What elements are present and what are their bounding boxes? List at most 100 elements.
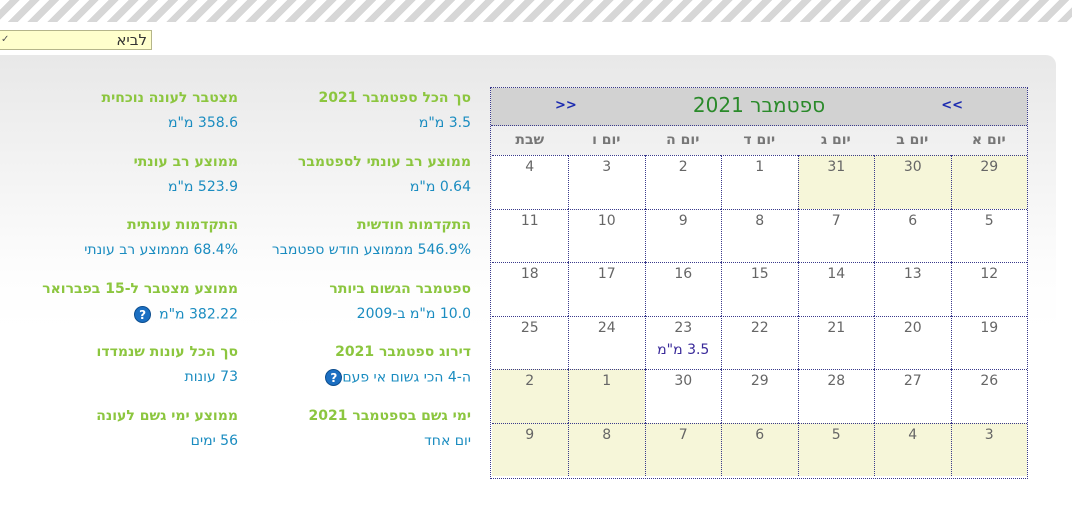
calendar-day-cell[interactable]: 17 bbox=[568, 262, 645, 316]
calendar-day-cell[interactable]: 26 bbox=[950, 369, 1027, 423]
day-number: 15 bbox=[750, 266, 769, 282]
calendar-day-cell[interactable]: 7 bbox=[644, 422, 721, 476]
day-number: 17 bbox=[597, 266, 616, 282]
stat-label: התקדמות עונתית bbox=[127, 217, 238, 233]
calendar-day-cell[interactable]: 15 bbox=[721, 262, 798, 316]
stat-label: ממוצע מצטבר ל-15 בפברואר bbox=[42, 280, 238, 297]
calendar-day-cell[interactable]: 30 bbox=[874, 155, 951, 209]
calendar-day-cell[interactable]: 29 bbox=[950, 155, 1027, 209]
day-number: 4 bbox=[525, 159, 535, 175]
stat-value: 546.9% מממוצע חודש ספטמבר bbox=[271, 242, 471, 258]
stat-value: 73 עונות bbox=[184, 369, 238, 385]
calendar-day-cell[interactable]: 11 bbox=[491, 208, 568, 262]
weekday-header-row: יום א יום ב יום ג יום ד יום ה יום ו שבת bbox=[491, 126, 1027, 155]
stat-block: דירוג ספטמבר 2021 ה-4 הכי גשום אי פעם? bbox=[317, 344, 471, 386]
stat-value-row: 10.0 מ"מ ב-2009 bbox=[329, 306, 471, 322]
calendar-day-cell[interactable]: 8 bbox=[721, 208, 798, 262]
stat-value-row: 0.64 מ"מ bbox=[298, 179, 471, 195]
calendar-day-cell[interactable]: 25 bbox=[491, 315, 568, 369]
calendar-day-cell[interactable]: 6 bbox=[721, 422, 798, 476]
rain-calendar: >> ספטמבר 2021 << יום א יום ב יום ג יום ד יו… bbox=[490, 87, 1028, 479]
calendar-day-cell[interactable]: 1 bbox=[568, 369, 645, 423]
calendar-day-cell[interactable]: 4 bbox=[874, 422, 951, 476]
day-number: 3 bbox=[602, 159, 612, 175]
question-circle-icon[interactable]: ? bbox=[134, 305, 152, 323]
day-number: 8 bbox=[602, 426, 612, 443]
day-number: 5 bbox=[831, 426, 841, 443]
day-number: 6 bbox=[755, 426, 765, 443]
stat-block: ימי גשם בספטמבר 2021 יום אחד bbox=[309, 408, 471, 449]
calendar-week-row: 12 13 14 15 16 17 18 bbox=[491, 262, 1027, 316]
calendar-week-row: 5 6 7 8 9 10 11 bbox=[491, 208, 1027, 262]
calendar-day-cell[interactable]: 9 bbox=[491, 422, 568, 476]
day-number: 3 bbox=[984, 426, 994, 443]
day-number: 18 bbox=[520, 266, 539, 282]
calendar-day-cell[interactable]: 1 bbox=[721, 155, 798, 209]
stat-label: התקדמות חודשית bbox=[356, 217, 471, 233]
calendar-day-cell[interactable]: 2 bbox=[491, 369, 568, 423]
day-number: 13 bbox=[903, 266, 922, 282]
stat-block: סך הכל ספטמבר 2021 3.5 מ"מ bbox=[318, 90, 471, 131]
day-number: 10 bbox=[597, 212, 616, 229]
stat-label: ימי גשם בספטמבר 2021 bbox=[308, 407, 471, 424]
calendar-day-cell[interactable]: 2 bbox=[644, 155, 721, 209]
day-number: 26 bbox=[980, 373, 999, 389]
day-number: 14 bbox=[827, 266, 846, 282]
stat-block: התקדמות חודשית 546.9% מממוצע חודש ספטמבר bbox=[272, 217, 471, 258]
next-month-button[interactable]: >> bbox=[941, 98, 963, 113]
calendar-day-cell[interactable]: 23 3.5 מ"מ bbox=[644, 315, 721, 369]
calendar-day-cell[interactable]: 30 bbox=[644, 369, 721, 423]
stat-value-row: 358.6 מ"מ bbox=[102, 115, 238, 131]
calendar-day-cell[interactable]: 14 bbox=[797, 262, 874, 316]
day-number: 21 bbox=[827, 319, 846, 336]
weekday-label: יום ב bbox=[896, 132, 929, 148]
calendar-day-cell[interactable]: 21 bbox=[797, 315, 874, 369]
previous-month-button[interactable]: << bbox=[555, 98, 577, 113]
calendar-day-cell[interactable]: 29 bbox=[721, 369, 798, 423]
calendar-day-cell[interactable]: 19 bbox=[950, 315, 1027, 369]
day-number: 1 bbox=[755, 159, 765, 175]
calendar-grid: 29 30 31 1 2 3 4 5 6 7 8 9 10 11 12 13 14 15 16 17 18 19 20 21 2… bbox=[491, 155, 1027, 476]
calendar-day-cell[interactable]: 8 bbox=[568, 422, 645, 476]
calendar-week-row: 26 27 28 29 30 1 2 bbox=[491, 369, 1027, 423]
day-number: 20 bbox=[903, 319, 922, 336]
calendar-day-cell[interactable]: 28 bbox=[797, 369, 874, 423]
day-rain-amount: 3.5 מ"מ bbox=[657, 341, 710, 358]
weekday-label: יום ג bbox=[820, 132, 851, 148]
calendar-day-cell[interactable]: 13 bbox=[874, 262, 951, 316]
calendar-day-cell[interactable]: 18 bbox=[491, 262, 568, 316]
calendar-day-cell[interactable]: 5 bbox=[797, 422, 874, 476]
location-select[interactable]: לביא ✓ bbox=[0, 30, 152, 50]
calendar-day-cell[interactable]: 6 bbox=[874, 208, 951, 262]
stat-block: ממוצע רב עונתי 523.9 מ"מ bbox=[134, 154, 238, 195]
calendar-day-cell[interactable]: 7 bbox=[797, 208, 874, 262]
calendar-day-cell[interactable]: 9 bbox=[644, 208, 721, 262]
day-number: 9 bbox=[525, 426, 535, 443]
calendar-day-cell[interactable]: 31 bbox=[797, 155, 874, 209]
calendar-day-cell[interactable]: 12 bbox=[950, 262, 1027, 316]
calendar-day-cell[interactable]: 24 bbox=[568, 315, 645, 369]
calendar-day-cell[interactable]: 20 bbox=[874, 315, 951, 369]
day-number: 27 bbox=[903, 373, 922, 389]
calendar-day-cell[interactable]: 5 bbox=[950, 208, 1027, 262]
calendar-day-cell[interactable]: 4 bbox=[491, 155, 568, 209]
day-number: 25 bbox=[520, 319, 539, 336]
calendar-day-cell[interactable]: 3 bbox=[950, 422, 1027, 476]
question-circle-icon[interactable]: ? bbox=[325, 369, 343, 386]
stat-block: סך הכל עונות שנמדדו 73 עונות bbox=[97, 344, 238, 385]
calendar-day-cell[interactable]: 27 bbox=[874, 369, 951, 423]
day-number: 7 bbox=[831, 212, 841, 229]
stat-value-row: 68.4% מממוצע רב עונתי bbox=[84, 242, 238, 258]
day-number: 30 bbox=[674, 373, 693, 389]
stat-value-row: 523.9 מ"מ bbox=[134, 179, 238, 195]
calendar-day-cell[interactable]: 22 bbox=[721, 315, 798, 369]
calendar-week-row: 19 20 21 22 23 3.5 מ"מ 24 25 bbox=[491, 315, 1027, 369]
stat-value-row: 73 עונות bbox=[97, 369, 238, 385]
stat-label: ממוצע ימי גשם לעונה bbox=[96, 407, 238, 424]
stat-value: 10.0 מ"מ ב-2009 bbox=[356, 305, 471, 322]
decorative-stripe-bar bbox=[0, 0, 1072, 22]
calendar-day-cell[interactable]: 10 bbox=[568, 208, 645, 262]
calendar-day-cell[interactable]: 3 bbox=[568, 155, 645, 209]
stat-value-row: 382.22 מ"מ? bbox=[42, 305, 238, 323]
calendar-day-cell[interactable]: 16 bbox=[644, 262, 721, 316]
